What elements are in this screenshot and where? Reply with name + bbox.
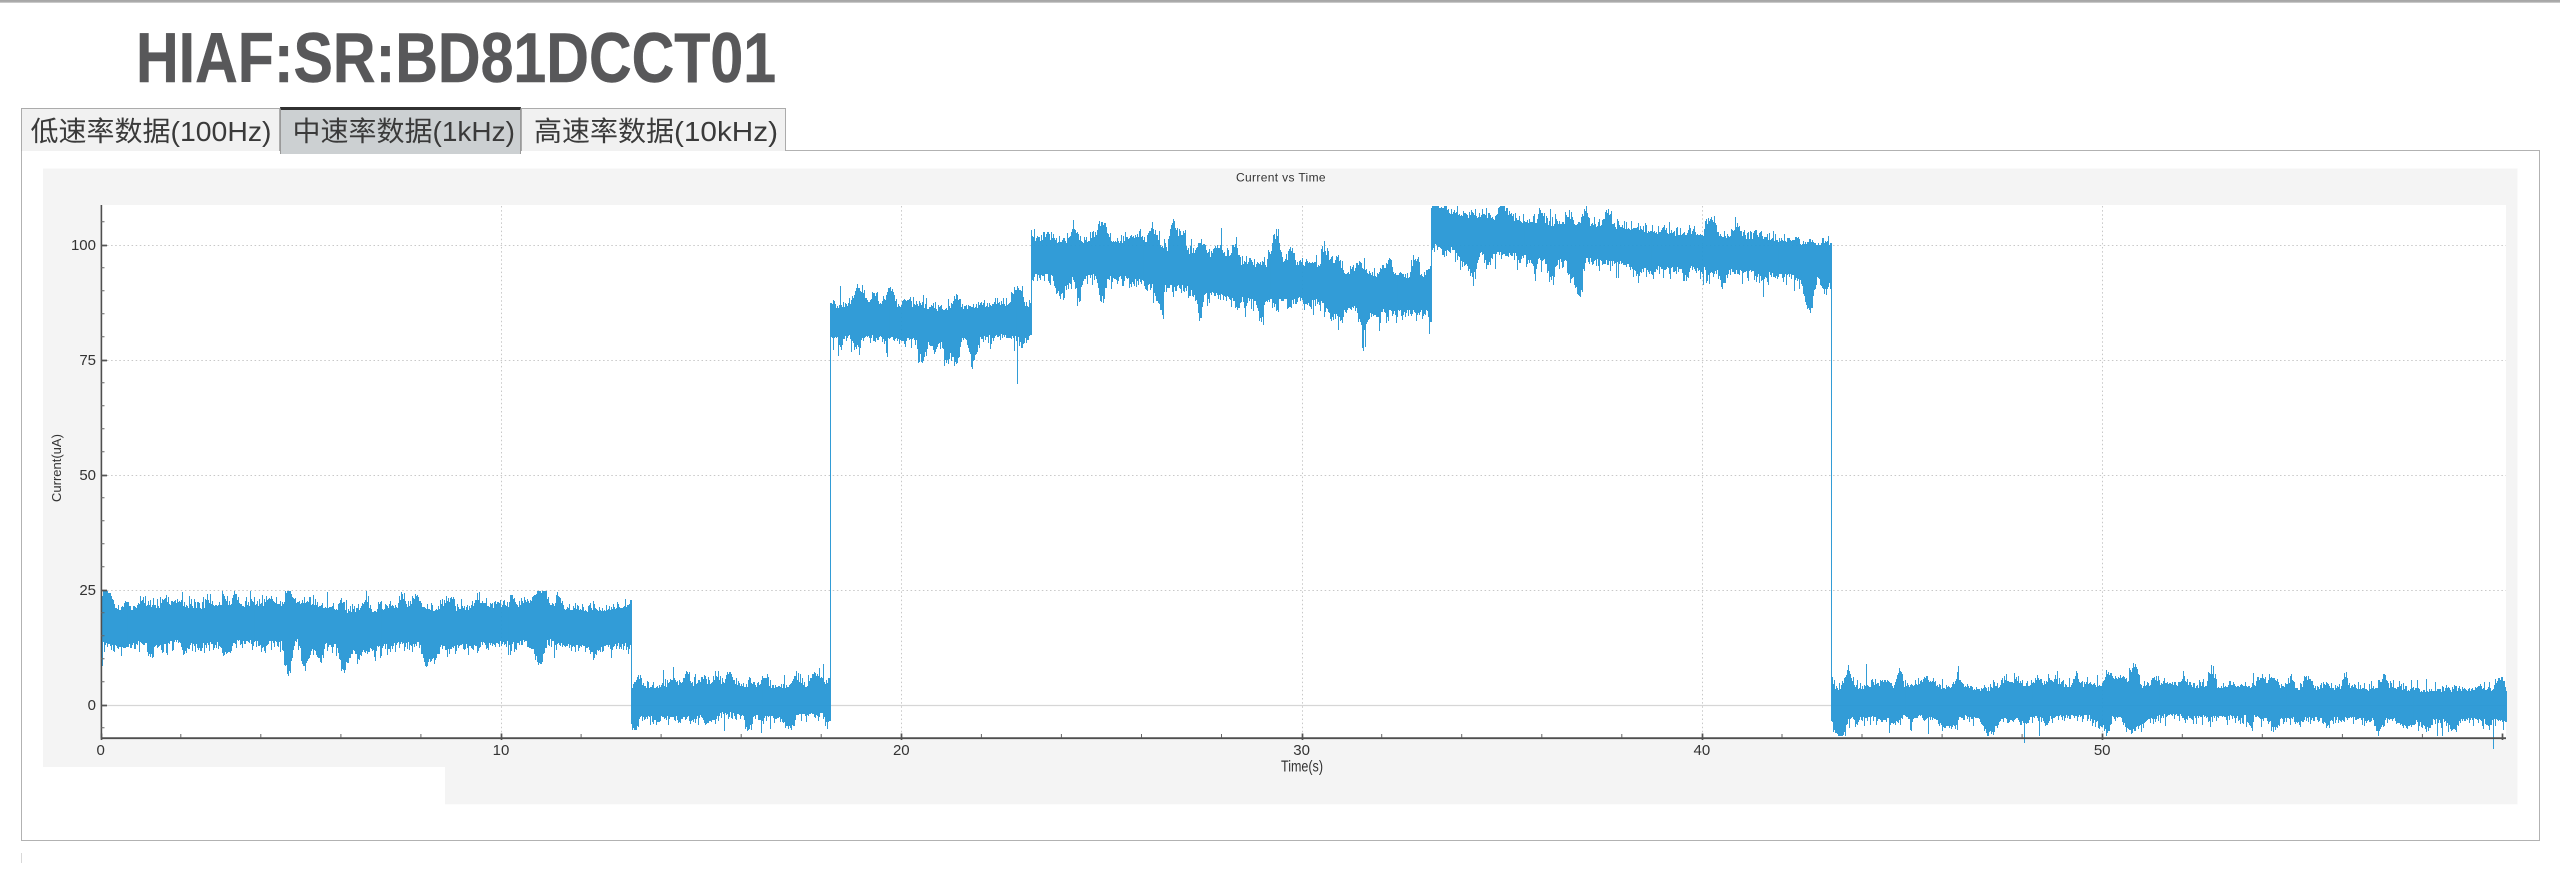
svg-text:25: 25 [79, 582, 96, 599]
svg-text:75: 75 [79, 352, 96, 369]
svg-text:100: 100 [71, 237, 96, 254]
svg-text:20: 20 [893, 742, 910, 759]
svg-text:40: 40 [1694, 742, 1711, 759]
svg-text:Time(s): Time(s) [1281, 759, 1323, 776]
svg-text:Current vs Time: Current vs Time [1236, 171, 1326, 185]
svg-text:(1kHz): (1kHz) [433, 116, 515, 147]
svg-text:10: 10 [493, 742, 510, 759]
svg-text:50: 50 [2094, 742, 2111, 759]
svg-text:30: 30 [1293, 742, 1310, 759]
svg-text:(10kHz): (10kHz) [674, 116, 778, 147]
svg-text:Current(uA): Current(uA) [49, 434, 64, 502]
svg-text:0: 0 [97, 742, 105, 759]
svg-text:(100Hz): (100Hz) [171, 116, 272, 147]
svg-text:0: 0 [88, 697, 96, 714]
svg-text:50: 50 [79, 467, 96, 484]
